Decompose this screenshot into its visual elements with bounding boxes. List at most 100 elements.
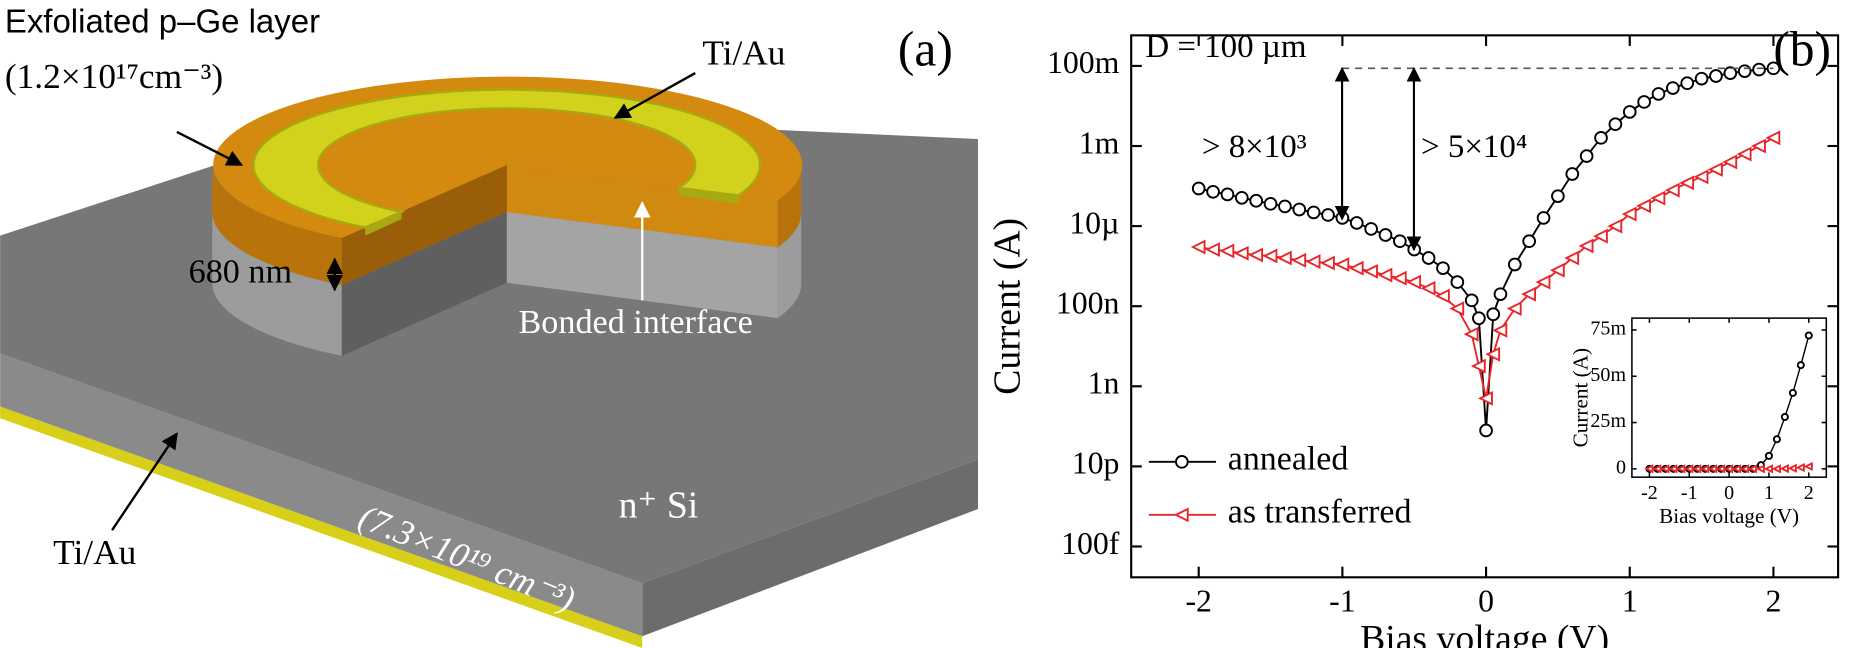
- marker: [1348, 260, 1364, 276]
- x-axis-label: Bias voltage (V): [1360, 618, 1609, 648]
- marker: [1506, 301, 1522, 317]
- marker: [1206, 184, 1220, 199]
- panel-label: (a): [898, 22, 953, 77]
- marker: [1363, 263, 1378, 279]
- marker: [1364, 222, 1378, 236]
- marker: [1420, 280, 1436, 296]
- marker: [1621, 206, 1637, 222]
- layer-label: Exfoliated p–Ge layer: [5, 2, 320, 39]
- marker: [1205, 242, 1220, 257]
- marker: [1306, 205, 1321, 220]
- marker: [1191, 181, 1206, 196]
- marker: [1723, 66, 1738, 80]
- y-tick-label: 0: [1616, 456, 1626, 478]
- y-tick-label: 1m: [1079, 125, 1120, 160]
- bottom-contact-layer: [0, 406, 643, 648]
- marker: [1463, 326, 1479, 342]
- y-tick-label: 1n: [1088, 366, 1120, 401]
- legend-label: as transferred: [1228, 494, 1412, 531]
- y-tick-label: 10µ: [1069, 205, 1119, 240]
- marker: [1788, 388, 1797, 397]
- substrate-front: [0, 353, 643, 637]
- marker: [1593, 228, 1608, 244]
- marker: [1565, 167, 1580, 181]
- y-tick-label: 50m: [1590, 364, 1626, 386]
- ring-contact: [252, 88, 762, 229]
- marker: [1248, 247, 1264, 263]
- marker: [1522, 234, 1537, 249]
- y-tick-label: 100m: [1047, 45, 1120, 80]
- marker: [1278, 199, 1292, 214]
- x-tick-label: 0: [1478, 584, 1494, 619]
- x-tick-label: 0: [1724, 482, 1734, 504]
- marker: [1378, 228, 1393, 242]
- marker: [1608, 117, 1623, 132]
- thickness-label: 680 nm: [189, 253, 293, 290]
- mesa-side-si: [212, 212, 342, 356]
- marker: [1736, 146, 1752, 162]
- mesa-side-si: [777, 212, 802, 319]
- marker: [1349, 216, 1364, 230]
- marker: [1771, 464, 1781, 474]
- marker: [1666, 81, 1680, 95]
- y-tick-label: 10p: [1072, 446, 1120, 481]
- marker: [1693, 169, 1709, 185]
- marker: [1804, 331, 1813, 340]
- marker: [1305, 254, 1321, 270]
- x-axis-label: Bias voltage (V): [1659, 504, 1799, 528]
- marker: [1262, 248, 1278, 264]
- annotation: > 8×10³: [1202, 129, 1307, 165]
- inset-background: [1631, 318, 1827, 478]
- marker: [1751, 138, 1766, 154]
- marker: [1709, 69, 1723, 83]
- interface-label: Bonded interface: [519, 304, 753, 341]
- marker: [1434, 288, 1450, 304]
- marker: [1220, 187, 1235, 202]
- marker: [1535, 274, 1551, 290]
- legend-marker: [1173, 507, 1189, 523]
- marker: [1680, 76, 1695, 91]
- marker: [1722, 154, 1738, 170]
- marker: [1479, 423, 1493, 438]
- x-tick-label: 1: [1764, 482, 1774, 504]
- x-tick-label: -2: [1641, 482, 1658, 504]
- marker: [1391, 270, 1407, 286]
- marker: [1779, 464, 1789, 474]
- marker: [1521, 286, 1537, 302]
- substrate-label: n⁺ Si: [619, 485, 699, 527]
- marker: [1578, 238, 1594, 254]
- annotation: D = 100 µm: [1145, 29, 1307, 65]
- layer-doping: (1.2×10¹⁷cm⁻³): [5, 57, 223, 96]
- marker: [1393, 234, 1407, 249]
- marker: [1707, 162, 1723, 177]
- marker: [1536, 211, 1551, 225]
- marker: [1377, 267, 1393, 283]
- marker: [1450, 275, 1465, 289]
- marker: [1564, 250, 1580, 266]
- marker: [1772, 435, 1781, 444]
- marker: [1607, 218, 1623, 234]
- marker: [1752, 62, 1766, 77]
- marker: [1486, 307, 1501, 322]
- marker: [1795, 462, 1805, 473]
- marker: [1334, 257, 1350, 272]
- marker: [1291, 252, 1307, 268]
- y-axis-label: Current (A): [987, 218, 1029, 395]
- marker: [1594, 131, 1608, 145]
- y-tick-label: 25m: [1590, 410, 1626, 432]
- marker: [1507, 257, 1522, 272]
- marker: [1219, 243, 1235, 259]
- marker: [1787, 463, 1797, 473]
- marker: [1579, 149, 1594, 163]
- y-axis-label: Current (A): [1568, 348, 1592, 447]
- cut-face-ge: [341, 164, 507, 286]
- marker: [1650, 190, 1666, 206]
- marker: [1780, 412, 1789, 421]
- mesa-side-ge: [212, 164, 342, 286]
- substrate-side: [642, 459, 979, 637]
- marker: [1796, 361, 1805, 370]
- marker: [1190, 239, 1206, 255]
- marker: [1321, 208, 1335, 222]
- y-tick-label: 100n: [1056, 286, 1120, 321]
